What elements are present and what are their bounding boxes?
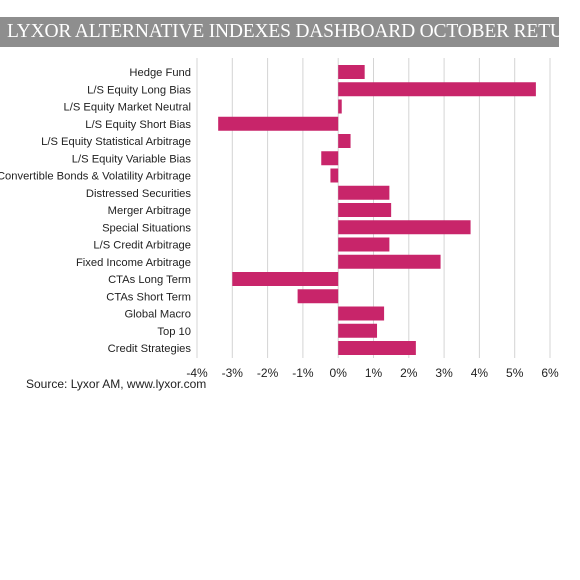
category-label: Global Macro [124, 309, 191, 321]
bar [330, 168, 339, 183]
bar [321, 151, 339, 166]
x-tick-label: -2% [257, 366, 279, 380]
bar [338, 99, 342, 114]
source-note: Source: Lyxor AM, www.lyxor.com [26, 377, 207, 391]
bar [338, 237, 390, 252]
bar [338, 203, 392, 217]
category-label: Convertible Bonds & Volatility Arbitrage [0, 171, 191, 183]
bars [218, 65, 536, 355]
x-tick-label: 3% [435, 366, 453, 380]
bar [338, 82, 536, 97]
x-tick-label: 5% [506, 366, 524, 380]
category-label: CTAs Short Term [106, 291, 191, 303]
x-axis-tick-labels: -4% -3% -2% -1% 0% 1% 2% 3% 4% 5% 6% [186, 366, 559, 380]
x-tick-label: -4% [186, 366, 208, 380]
x-tick-label: -1% [292, 366, 314, 380]
bar [338, 323, 378, 338]
category-label: L/S Equity Market Neutral [64, 102, 191, 114]
bar [338, 65, 365, 79]
category-label: L/S Equity Long Bias [87, 84, 191, 96]
category-label: L/S Equity Statistical Arbitrage [41, 136, 191, 148]
category-labels: Hedge Fund L/S Equity Long Bias L/S Equity… [0, 67, 191, 355]
bar [338, 254, 441, 269]
bar [338, 134, 351, 148]
x-tick-label: 4% [471, 366, 489, 380]
category-label: Special Situations [102, 222, 191, 234]
bar [232, 272, 339, 286]
category-label: Distressed Securities [86, 188, 191, 200]
category-label: Top 10 [157, 326, 191, 338]
bar [338, 220, 471, 235]
category-label: L/S Equity Short Bias [85, 119, 191, 131]
bar [218, 116, 339, 131]
bar [297, 289, 339, 304]
bar [338, 306, 385, 321]
category-label: Credit Strategies [108, 343, 192, 355]
category-label: Fixed Income Arbitrage [76, 257, 191, 269]
bar [338, 341, 416, 355]
x-tick-label: 1% [365, 366, 383, 380]
category-label: L/S Credit Arbitrage [93, 240, 191, 252]
category-label: Hedge Fund [129, 67, 191, 79]
category-label: Merger Arbitrage [108, 205, 191, 217]
bar [338, 185, 390, 200]
category-label: L/S Equity Variable Bias [72, 153, 192, 165]
x-tick-label: 0% [330, 366, 348, 380]
category-label: CTAs Long Term [108, 274, 191, 286]
x-tick-label: 2% [400, 366, 418, 380]
x-tick-label: 6% [541, 366, 559, 380]
x-tick-label: -3% [222, 366, 244, 380]
chart-title-banner: LYXOR ALTERNATIVE INDEXES DASHBOARD OCTO… [0, 17, 559, 47]
chart-title: LYXOR ALTERNATIVE INDEXES DASHBOARD OCTO… [7, 21, 559, 42]
